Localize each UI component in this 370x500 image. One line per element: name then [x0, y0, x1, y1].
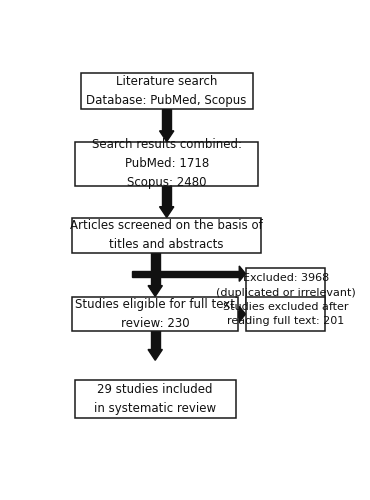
Bar	[72, 297, 238, 332]
Text: 29 studies included
in systematic review: 29 studies included in systematic review	[94, 383, 216, 415]
Polygon shape	[159, 131, 174, 141]
Bar	[238, 311, 239, 317]
Bar	[162, 110, 171, 131]
Text: Excluded: 3968
(duplicated or irrelevant): Excluded: 3968 (duplicated or irrelevant…	[216, 273, 356, 297]
Text: Search results combined:
PubMed: 1718
Scopus: 2480: Search results combined: PubMed: 1718 Sc…	[92, 138, 242, 190]
Text: Studies excluded after
reading full text: 201: Studies excluded after reading full text…	[223, 302, 349, 326]
Polygon shape	[159, 206, 174, 218]
Polygon shape	[148, 286, 162, 296]
Bar	[75, 380, 236, 418]
Polygon shape	[239, 266, 246, 281]
Bar	[75, 142, 258, 186]
Text: Studies eligible for full text
review: 230: Studies eligible for full text review: 2…	[75, 298, 235, 330]
Polygon shape	[239, 306, 246, 322]
Bar	[132, 270, 239, 277]
Text: Literature search
Database: PubMed, Scopus: Literature search Database: PubMed, Scop…	[87, 75, 247, 107]
Bar	[246, 268, 325, 302]
Bar	[81, 72, 253, 109]
Bar	[72, 218, 261, 252]
Bar	[162, 186, 171, 206]
Polygon shape	[148, 350, 162, 360]
Bar	[151, 297, 159, 350]
Bar	[151, 252, 159, 286]
Text: Articles screened on the basis of
titles and abstracts: Articles screened on the basis of titles…	[70, 219, 263, 251]
Bar	[246, 297, 325, 332]
